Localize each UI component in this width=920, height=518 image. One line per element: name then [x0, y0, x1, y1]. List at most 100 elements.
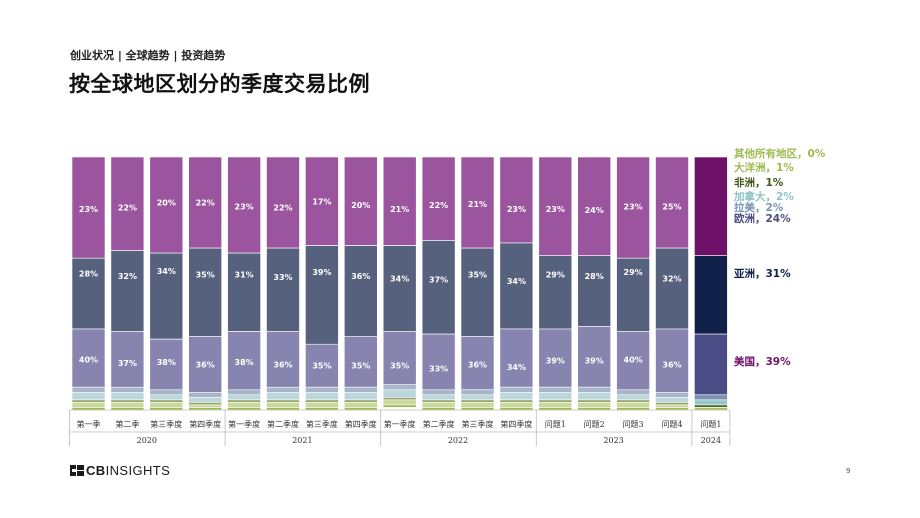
bar-segment — [343, 156, 378, 246]
legend-entry: 亚洲，31% — [734, 268, 791, 280]
bar-segment — [694, 333, 728, 396]
data-label: 36% — [273, 361, 292, 370]
x-tick-label: 问题3 — [623, 420, 644, 429]
x-tick-label: 第一季 — [77, 419, 101, 429]
data-label: 33% — [273, 273, 292, 282]
bar-segment — [577, 326, 612, 388]
bar-segment — [382, 245, 417, 332]
bar-segment — [149, 402, 184, 408]
bar-segment — [499, 328, 534, 388]
x-tick-label: 第一季度 — [384, 419, 416, 429]
bar-segment — [343, 336, 378, 388]
data-label: 21% — [390, 205, 409, 214]
bar-segment — [499, 399, 534, 403]
data-label: 34% — [390, 274, 409, 283]
year-label: 2021 — [292, 436, 312, 445]
legend-entry: 美国，39% — [734, 355, 791, 368]
bar-segment — [538, 399, 573, 403]
year-label: 2023 — [603, 436, 623, 445]
x-tick-label: 第二季 — [115, 419, 139, 429]
bar-segment — [538, 255, 573, 330]
legend-entry: 大洋洲，1% — [734, 161, 794, 174]
bar-segment — [71, 402, 106, 408]
page-title: 按全球地区划分的季度交易比例 — [69, 72, 370, 96]
bar-segment — [188, 156, 222, 249]
x-tick-label: 问题1 — [545, 420, 566, 429]
bar-segment — [421, 402, 456, 408]
bar-segment — [694, 404, 728, 408]
bar-segment — [227, 394, 261, 401]
data-label: 22% — [429, 201, 448, 210]
bar-segment — [499, 386, 534, 393]
bar-segment — [266, 402, 300, 408]
x-tick-label: 第四季度 — [189, 419, 221, 429]
bar-segment — [227, 399, 261, 403]
bar-segment — [577, 399, 612, 403]
bar-segment — [694, 156, 728, 256]
bar-segment — [616, 389, 650, 396]
data-label: 35% — [351, 362, 370, 371]
bar-segment — [71, 399, 106, 403]
bar-segment — [343, 245, 378, 338]
legend-entry: 拉美，2% — [734, 201, 784, 214]
bar-segment — [577, 255, 612, 327]
bar-segment — [499, 391, 534, 401]
bar-segment — [616, 331, 650, 391]
bar-segment — [538, 156, 573, 256]
bar-segment — [499, 156, 534, 244]
data-label: 38% — [157, 358, 176, 367]
bar-segment — [382, 404, 417, 408]
x-tick-label: 第四季度 — [345, 419, 377, 429]
bar-segment — [655, 391, 689, 398]
bar-segment — [71, 391, 106, 401]
data-label: 17% — [312, 197, 331, 206]
data-label: 38% — [235, 358, 254, 367]
bar-segment — [343, 402, 378, 408]
x-tick-label: 问题4 — [661, 420, 682, 429]
data-label: 35% — [468, 271, 487, 280]
data-label: 23% — [79, 205, 98, 214]
bar-segment — [694, 255, 728, 335]
data-label: 36% — [351, 272, 370, 281]
bar-segment — [343, 399, 378, 403]
bar-segment — [266, 247, 300, 332]
x-tick-label: 第二季度 — [267, 419, 299, 429]
bar-segment — [149, 394, 184, 401]
bar-segment — [460, 336, 495, 391]
data-label: 34% — [157, 267, 176, 276]
bar-segment — [382, 397, 417, 401]
bar-segment — [266, 386, 300, 393]
bar-segment — [382, 331, 417, 386]
bar-segment — [382, 156, 417, 246]
data-label: 22% — [273, 204, 292, 213]
data-label: 23% — [235, 202, 254, 211]
bars: 40% 28% 23% 37% 32% 22% 38% 34% 20% 36% 35% 22% 38% 3… — [71, 156, 728, 411]
data-label: 34% — [507, 277, 526, 286]
bar-segment — [655, 328, 689, 393]
bar-segment — [538, 386, 573, 393]
cb-logo-mark-icon — [70, 465, 84, 476]
bar-segment — [188, 404, 222, 408]
bar-segment — [460, 399, 495, 403]
data-label: 39% — [546, 357, 565, 366]
bar-segment — [616, 257, 650, 332]
data-label: 32% — [118, 272, 137, 281]
bar-segment — [71, 156, 106, 259]
x-tick-label: 第三季度 — [150, 419, 182, 429]
breadcrumb: 创业状况 | 全球趋势 | 投资趋势 — [70, 49, 226, 62]
data-label: 39% — [585, 357, 604, 366]
legend-entry: 非洲，1% — [734, 176, 784, 189]
bar-segment — [227, 252, 261, 332]
bar-segment — [188, 397, 222, 403]
data-label: 35% — [312, 362, 331, 371]
data-label: 33% — [429, 364, 448, 373]
bar-segment — [305, 402, 339, 408]
data-label: 31% — [235, 271, 254, 280]
x-tick-label: 第二季度 — [423, 419, 455, 429]
bar-segment — [149, 389, 184, 396]
bar-segment — [616, 402, 650, 408]
x-tick-label: 第三季度 — [306, 419, 338, 429]
bar-segment — [421, 156, 456, 241]
data-label: 34% — [507, 363, 526, 372]
year-label: 2024 — [701, 436, 721, 445]
